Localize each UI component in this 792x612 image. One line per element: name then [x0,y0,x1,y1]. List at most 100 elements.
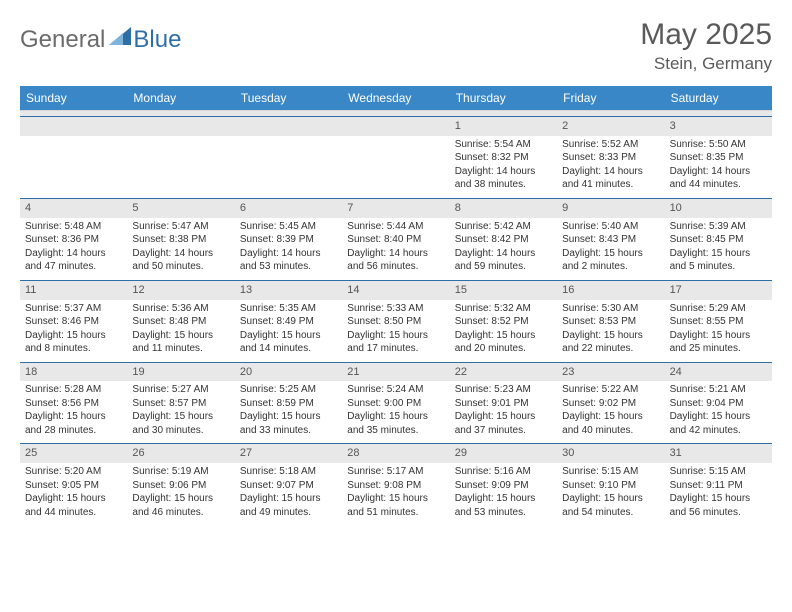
day-number: 11 [20,281,127,300]
day-number: 27 [235,444,342,463]
day-number: 23 [557,363,664,382]
day-detail-line: Sunset: 9:06 PM [132,479,229,493]
day-detail-line: Daylight: 15 hours and 5 minutes. [670,247,767,274]
day-detail-line: Sunset: 8:59 PM [240,397,337,411]
day-detail-line: Sunrise: 5:44 AM [347,220,444,234]
day-header-cell: Wednesday [342,86,449,110]
day-detail-line: Daylight: 14 hours and 44 minutes. [670,165,767,192]
empty-cell [127,117,234,198]
header: General Blue May 2025 Stein, Germany [20,18,772,74]
day-detail-line: Daylight: 15 hours and 33 minutes. [240,410,337,437]
day-header-row: SundayMondayTuesdayWednesdayThursdayFrid… [20,86,772,110]
day-cell: 30Sunrise: 5:15 AMSunset: 9:10 PMDayligh… [557,444,664,525]
day-number: 24 [665,363,772,382]
day-detail-line: Daylight: 14 hours and 50 minutes. [132,247,229,274]
day-number: 16 [557,281,664,300]
day-cell: 31Sunrise: 5:15 AMSunset: 9:11 PMDayligh… [665,444,772,525]
day-cell: 27Sunrise: 5:18 AMSunset: 9:07 PMDayligh… [235,444,342,525]
day-detail-line: Daylight: 14 hours and 41 minutes. [562,165,659,192]
day-detail-line: Daylight: 15 hours and 11 minutes. [132,329,229,356]
day-number [235,117,342,136]
day-cell: 3Sunrise: 5:50 AMSunset: 8:35 PMDaylight… [665,117,772,198]
day-detail-line: Sunset: 8:38 PM [132,233,229,247]
day-number: 26 [127,444,234,463]
day-cell: 6Sunrise: 5:45 AMSunset: 8:39 PMDaylight… [235,199,342,280]
day-cell: 26Sunrise: 5:19 AMSunset: 9:06 PMDayligh… [127,444,234,525]
day-cell: 16Sunrise: 5:30 AMSunset: 8:53 PMDayligh… [557,281,664,362]
day-detail-line: Daylight: 14 hours and 56 minutes. [347,247,444,274]
day-detail-line: Sunset: 9:04 PM [670,397,767,411]
day-detail-line: Daylight: 15 hours and 8 minutes. [25,329,122,356]
day-number: 15 [450,281,557,300]
day-detail-line: Daylight: 14 hours and 59 minutes. [455,247,552,274]
day-detail-line: Sunset: 8:42 PM [455,233,552,247]
day-detail-line: Sunset: 8:56 PM [25,397,122,411]
day-detail-line: Daylight: 15 hours and 51 minutes. [347,492,444,519]
day-detail-line: Sunrise: 5:36 AM [132,302,229,316]
week-row: 25Sunrise: 5:20 AMSunset: 9:05 PMDayligh… [20,443,772,525]
day-detail-line: Daylight: 15 hours and 2 minutes. [562,247,659,274]
day-number: 20 [235,363,342,382]
day-detail-line: Sunrise: 5:30 AM [562,302,659,316]
day-cell: 2Sunrise: 5:52 AMSunset: 8:33 PMDaylight… [557,117,664,198]
day-detail-line: Sunset: 8:39 PM [240,233,337,247]
day-detail-line: Sunrise: 5:40 AM [562,220,659,234]
day-detail-line: Daylight: 15 hours and 14 minutes. [240,329,337,356]
calendar: SundayMondayTuesdayWednesdayThursdayFrid… [20,86,772,525]
day-number: 31 [665,444,772,463]
day-cell: 22Sunrise: 5:23 AMSunset: 9:01 PMDayligh… [450,363,557,444]
day-detail-line: Sunset: 8:43 PM [562,233,659,247]
day-number: 28 [342,444,449,463]
day-cell: 17Sunrise: 5:29 AMSunset: 8:55 PMDayligh… [665,281,772,362]
day-detail-line: Sunset: 8:32 PM [455,151,552,165]
day-detail-line: Sunrise: 5:15 AM [670,465,767,479]
day-number: 17 [665,281,772,300]
day-detail-line: Sunrise: 5:37 AM [25,302,122,316]
day-detail-line: Sunrise: 5:20 AM [25,465,122,479]
day-detail-line: Sunset: 8:45 PM [670,233,767,247]
day-detail-line: Sunrise: 5:24 AM [347,383,444,397]
day-detail-line: Sunset: 9:11 PM [670,479,767,493]
day-detail-line: Sunrise: 5:22 AM [562,383,659,397]
day-detail-line: Sunrise: 5:32 AM [455,302,552,316]
day-number: 3 [665,117,772,136]
day-detail-line: Sunrise: 5:54 AM [455,138,552,152]
day-number: 5 [127,199,234,218]
day-detail-line: Sunset: 9:07 PM [240,479,337,493]
day-detail-line: Sunrise: 5:27 AM [132,383,229,397]
day-detail-line: Sunset: 8:48 PM [132,315,229,329]
day-cell: 10Sunrise: 5:39 AMSunset: 8:45 PMDayligh… [665,199,772,280]
day-number: 6 [235,199,342,218]
day-number: 4 [20,199,127,218]
day-detail-line: Daylight: 14 hours and 47 minutes. [25,247,122,274]
day-header-cell: Sunday [20,86,127,110]
logo: General Blue [20,26,181,54]
day-detail-line: Sunrise: 5:21 AM [670,383,767,397]
day-detail-line: Sunrise: 5:35 AM [240,302,337,316]
week-row: 18Sunrise: 5:28 AMSunset: 8:56 PMDayligh… [20,362,772,444]
day-detail-line: Sunrise: 5:25 AM [240,383,337,397]
day-header-cell: Saturday [665,86,772,110]
day-cell: 9Sunrise: 5:40 AMSunset: 8:43 PMDaylight… [557,199,664,280]
location: Stein, Germany [640,54,772,74]
day-number: 2 [557,117,664,136]
day-cell: 1Sunrise: 5:54 AMSunset: 8:32 PMDaylight… [450,117,557,198]
logo-text-general: General [20,26,105,54]
day-detail-line: Sunset: 9:02 PM [562,397,659,411]
day-detail-line: Sunrise: 5:52 AM [562,138,659,152]
day-number: 29 [450,444,557,463]
day-number: 30 [557,444,664,463]
day-detail-line: Sunset: 8:50 PM [347,315,444,329]
day-detail-line: Sunrise: 5:42 AM [455,220,552,234]
week-row: 4Sunrise: 5:48 AMSunset: 8:36 PMDaylight… [20,198,772,280]
weeks-container: 1Sunrise: 5:54 AMSunset: 8:32 PMDaylight… [20,116,772,525]
day-cell: 7Sunrise: 5:44 AMSunset: 8:40 PMDaylight… [342,199,449,280]
day-detail-line: Daylight: 15 hours and 44 minutes. [25,492,122,519]
day-cell: 20Sunrise: 5:25 AMSunset: 8:59 PMDayligh… [235,363,342,444]
day-detail-line: Sunrise: 5:29 AM [670,302,767,316]
empty-cell [342,117,449,198]
day-detail-line: Daylight: 15 hours and 20 minutes. [455,329,552,356]
day-detail-line: Sunrise: 5:23 AM [455,383,552,397]
day-cell: 23Sunrise: 5:22 AMSunset: 9:02 PMDayligh… [557,363,664,444]
day-detail-line: Sunset: 8:40 PM [347,233,444,247]
